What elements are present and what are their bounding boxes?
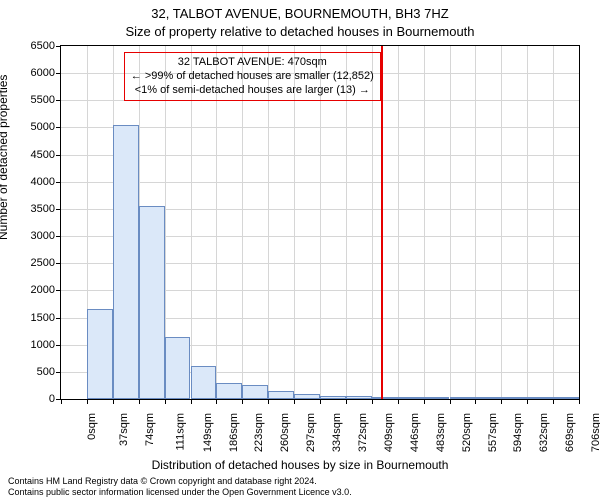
histogram-bar xyxy=(242,385,268,399)
xtick-label: 223sqm xyxy=(254,413,266,452)
ytick-label: 0 xyxy=(49,393,61,405)
xtick-mark xyxy=(450,399,451,404)
xtick-mark xyxy=(527,399,528,404)
chart-title-line1: 32, TALBOT AVENUE, BOURNEMOUTH, BH3 7HZ xyxy=(0,6,600,21)
xtick-mark xyxy=(113,399,114,404)
histogram-bar xyxy=(139,206,165,399)
histogram-bar xyxy=(216,383,242,399)
ytick-label: 5000 xyxy=(31,121,61,133)
ytick-label: 6500 xyxy=(31,40,61,52)
ytick-label: 3000 xyxy=(31,230,61,242)
chart-title-line2: Size of property relative to detached ho… xyxy=(0,24,600,39)
xtick-label: 706sqm xyxy=(590,413,600,452)
histogram-bar xyxy=(191,366,217,399)
xtick-mark xyxy=(165,399,166,404)
gridline-vertical xyxy=(553,46,554,399)
xtick-mark xyxy=(372,399,373,404)
y-axis-label: Number of detached properties xyxy=(0,75,10,240)
xtick-label: 186sqm xyxy=(228,413,240,452)
xtick-mark xyxy=(346,399,347,404)
xtick-label: 372sqm xyxy=(357,413,369,452)
xtick-label: 297sqm xyxy=(305,413,317,452)
xtick-label: 446sqm xyxy=(409,413,421,452)
gridline-vertical xyxy=(424,46,425,399)
xtick-mark xyxy=(216,399,217,404)
xtick-label: 557sqm xyxy=(487,413,499,452)
x-axis-label: Distribution of detached houses by size … xyxy=(0,458,600,472)
ytick-label: 2000 xyxy=(31,284,61,296)
annotation-line-3: <1% of semi-detached houses are larger (… xyxy=(131,84,374,98)
xtick-mark xyxy=(475,399,476,404)
histogram-bar xyxy=(501,397,527,399)
histogram-bar xyxy=(372,397,398,399)
histogram-bar xyxy=(320,396,346,399)
xtick-label: 483sqm xyxy=(435,413,447,452)
xtick-label: 520sqm xyxy=(461,413,473,452)
annotation-line-1: 32 TALBOT AVENUE: 470sqm xyxy=(131,56,374,70)
ytick-label: 4000 xyxy=(31,176,61,188)
xtick-label: 594sqm xyxy=(513,413,525,452)
histogram-bar xyxy=(87,309,113,399)
histogram-bar xyxy=(450,397,476,399)
xtick-mark xyxy=(553,399,554,404)
xtick-mark xyxy=(294,399,295,404)
xtick-label: 334sqm xyxy=(331,413,343,452)
xtick-mark xyxy=(242,399,243,404)
xtick-mark xyxy=(61,399,62,404)
ytick-label: 2500 xyxy=(31,257,61,269)
xtick-mark xyxy=(191,399,192,404)
ytick-label: 1000 xyxy=(31,339,61,351)
xtick-label: 632sqm xyxy=(538,413,550,452)
xtick-label: 111sqm xyxy=(174,413,186,451)
xtick-label: 260sqm xyxy=(279,413,291,452)
gridline-vertical xyxy=(398,46,399,399)
xtick-label: 74sqm xyxy=(144,413,156,446)
xtick-mark xyxy=(139,399,140,404)
ytick-label: 4500 xyxy=(31,149,61,161)
gridline-vertical xyxy=(450,46,451,399)
histogram-bar xyxy=(165,337,191,399)
gridline-vertical xyxy=(501,46,502,399)
histogram-bar xyxy=(294,394,320,399)
footer-attribution: Contains HM Land Registry data © Crown c… xyxy=(8,476,592,498)
footer-line-2: Contains public sector information licen… xyxy=(8,487,592,498)
xtick-mark xyxy=(320,399,321,404)
gridline-vertical xyxy=(475,46,476,399)
ytick-label: 1500 xyxy=(31,312,61,324)
histogram-bar xyxy=(475,397,501,399)
chart-container: 32, TALBOT AVENUE, BOURNEMOUTH, BH3 7HZ … xyxy=(0,0,600,500)
reference-line xyxy=(381,46,383,399)
annotation-box: 32 TALBOT AVENUE: 470sqm ← >99% of detac… xyxy=(124,52,381,101)
histogram-bar xyxy=(268,391,294,399)
plot-area: 0500100015002000250030003500400045005000… xyxy=(60,45,580,400)
histogram-bar xyxy=(527,397,553,399)
xtick-mark xyxy=(579,399,580,404)
histogram-bar xyxy=(113,125,139,399)
annotation-line-2: ← >99% of detached houses are smaller (1… xyxy=(131,70,374,84)
xtick-mark xyxy=(398,399,399,404)
xtick-mark xyxy=(268,399,269,404)
gridline-vertical xyxy=(527,46,528,399)
xtick-mark xyxy=(424,399,425,404)
xtick-label: 0sqm xyxy=(86,413,98,440)
histogram-bar xyxy=(424,397,450,399)
ytick-label: 500 xyxy=(37,366,61,378)
histogram-bar xyxy=(346,396,372,399)
histogram-bar xyxy=(553,397,579,399)
histogram-bar xyxy=(398,397,424,399)
xtick-label: 37sqm xyxy=(118,413,130,446)
xtick-label: 149sqm xyxy=(202,413,214,452)
xtick-mark xyxy=(501,399,502,404)
ytick-label: 5500 xyxy=(31,94,61,106)
xtick-label: 669sqm xyxy=(564,413,576,452)
footer-line-1: Contains HM Land Registry data © Crown c… xyxy=(8,476,592,487)
ytick-label: 6000 xyxy=(31,67,61,79)
xtick-mark xyxy=(87,399,88,404)
xtick-label: 409sqm xyxy=(383,413,395,452)
ytick-label: 3500 xyxy=(31,203,61,215)
